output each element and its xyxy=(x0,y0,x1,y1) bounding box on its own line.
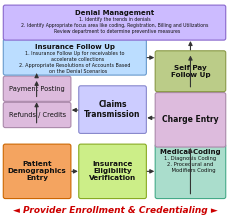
FancyBboxPatch shape xyxy=(3,76,71,101)
Text: Insurance
Eligibility
Verification: Insurance Eligibility Verification xyxy=(89,161,136,181)
Text: Denial Management: Denial Management xyxy=(75,10,153,16)
FancyBboxPatch shape xyxy=(78,86,146,133)
FancyBboxPatch shape xyxy=(78,144,146,199)
Text: Patient
Demographics
Entry: Patient Demographics Entry xyxy=(8,161,66,181)
Text: Medical Coding: Medical Coding xyxy=(159,149,220,155)
FancyBboxPatch shape xyxy=(3,102,71,128)
FancyBboxPatch shape xyxy=(3,5,225,40)
Text: 1. Diagnosis Coding
2. Procedural and
    Modifiers Coding: 1. Diagnosis Coding 2. Procedural and Mo… xyxy=(164,156,216,173)
Text: 1. Insurance Follow Up for receivables to
    accelerate collections
2. Appropri: 1. Insurance Follow Up for receivables t… xyxy=(19,51,130,74)
FancyBboxPatch shape xyxy=(155,93,225,147)
Text: Charge Entry: Charge Entry xyxy=(161,115,218,124)
Text: Payment Posting: Payment Posting xyxy=(9,86,65,92)
Text: Self Pay
Follow Up: Self Pay Follow Up xyxy=(170,65,209,78)
Text: Refunds / Credits: Refunds / Credits xyxy=(8,112,65,118)
FancyBboxPatch shape xyxy=(3,39,146,75)
Text: Insurance Follow Up: Insurance Follow Up xyxy=(35,44,114,50)
Text: ◄ Provider Enrollment & Credentialing ►: ◄ Provider Enrollment & Credentialing ► xyxy=(13,206,216,215)
FancyBboxPatch shape xyxy=(155,51,225,92)
Text: Claims
Transmission: Claims Transmission xyxy=(84,100,140,119)
FancyBboxPatch shape xyxy=(3,144,71,199)
FancyBboxPatch shape xyxy=(155,144,225,199)
Text: 1. Identify the trends in denials
2. Identify Appropriate focus area like coding: 1. Identify the trends in denials 2. Ide… xyxy=(21,17,207,34)
